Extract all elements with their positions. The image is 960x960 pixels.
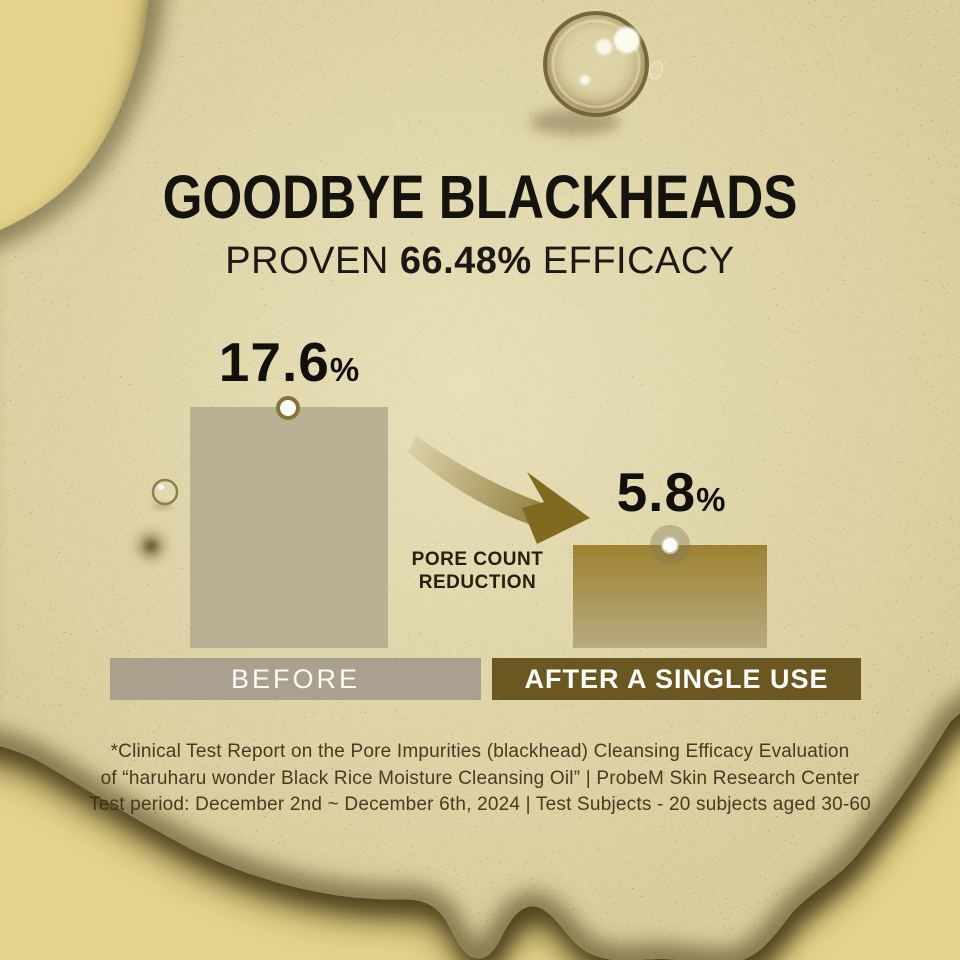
subtitle-efficacy-value: 66.48% — [399, 240, 532, 282]
value-label-after: 5.8% — [573, 460, 769, 524]
annotation-line1: PORE COUNT — [411, 549, 544, 570]
footnote-line1: *Clinical Test Report on the Pore Impuri… — [110, 741, 850, 762]
category-label-before: BEFORE — [110, 658, 481, 700]
value-before-number: 17.6 — [218, 331, 330, 393]
dark-spot — [138, 533, 164, 559]
bar-before — [190, 407, 388, 648]
small-bubble-icon — [151, 478, 179, 509]
value-after-number: 5.8 — [616, 461, 697, 523]
clinical-footnote: *Clinical Test Report on the Pore Impuri… — [0, 739, 960, 819]
annotation-line2: REDUCTION — [418, 572, 537, 593]
oil-bubble-icon — [530, 11, 663, 135]
arrow-icon — [408, 436, 590, 544]
page-title: GOODBYE BLACKHEADS — [162, 163, 798, 231]
footnote-line2: of “haruharu wonder Black Rice Moisture … — [100, 767, 860, 789]
value-label-before: 17.6% — [190, 330, 388, 394]
marker-dot-before — [276, 396, 300, 420]
value-after-percent-sign: % — [696, 481, 726, 518]
category-label-after: AFTER A SINGLE USE — [492, 658, 861, 700]
bar-after — [573, 545, 767, 648]
marker-dot-after — [661, 536, 679, 554]
subtitle-prefix: PROVEN — [225, 240, 400, 282]
value-before-percent-sign: % — [329, 351, 360, 388]
subtitle-suffix: EFFICACY — [531, 240, 735, 282]
footnote-line3: Test period: December 2nd ~ December 6th… — [89, 794, 871, 815]
page-subtitle: PROVEN 66.48% EFFICACY — [0, 240, 960, 282]
annotation-pore-count-reduction: PORE COUNT REDUCTION — [385, 548, 570, 594]
